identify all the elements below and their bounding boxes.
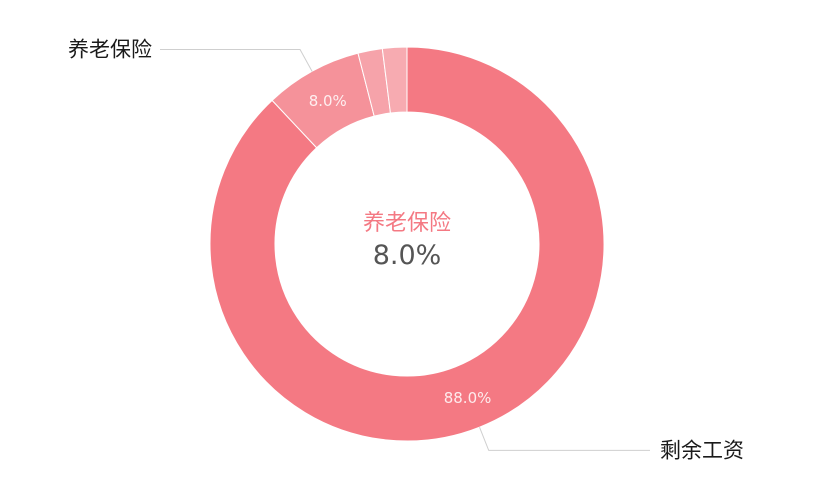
center-category-value: 8.0% — [373, 240, 442, 271]
leader-line — [160, 48, 313, 72]
slice-category-label: 剩余工资 — [660, 438, 744, 462]
center-category-name: 养老保险 — [363, 211, 451, 236]
slice-percent-label: 88.0% — [444, 389, 492, 407]
donut-slice-0[interactable] — [209, 46, 605, 442]
slice-percent-label: 8.0% — [309, 92, 347, 110]
slice-category-label: 养老保险 — [68, 37, 152, 61]
donut-slice-3[interactable] — [381, 46, 408, 114]
slice-labels: 88.0% 剩余工资 8.0% 养老保险 — [68, 37, 744, 462]
leader-line — [479, 426, 650, 451]
donut-slices — [209, 46, 605, 442]
leader-lines — [160, 48, 650, 451]
